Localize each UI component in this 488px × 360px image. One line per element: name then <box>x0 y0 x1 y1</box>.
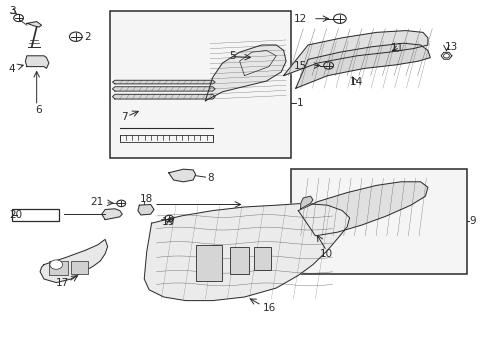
Text: 11: 11 <box>390 42 404 53</box>
Text: 20: 20 <box>9 210 22 220</box>
Polygon shape <box>144 203 349 301</box>
Polygon shape <box>112 94 215 99</box>
Bar <box>110 11 290 158</box>
Text: 4: 4 <box>9 64 16 74</box>
Bar <box>290 169 466 274</box>
Bar <box>71 261 88 274</box>
Polygon shape <box>27 22 41 27</box>
Polygon shape <box>102 209 122 220</box>
Text: 17: 17 <box>56 278 69 288</box>
Text: 16: 16 <box>263 303 276 313</box>
Polygon shape <box>283 31 427 76</box>
Text: 1: 1 <box>297 98 304 108</box>
Polygon shape <box>40 239 107 283</box>
Text: 15: 15 <box>293 60 306 71</box>
Text: 6: 6 <box>36 105 42 115</box>
Polygon shape <box>300 196 312 209</box>
Text: 8: 8 <box>207 173 214 183</box>
Text: 19: 19 <box>161 217 174 227</box>
Text: 10: 10 <box>320 249 333 259</box>
Bar <box>12 209 59 221</box>
Text: 21: 21 <box>90 197 103 207</box>
Polygon shape <box>25 56 49 68</box>
Bar <box>195 245 222 281</box>
Bar <box>49 261 68 275</box>
Polygon shape <box>168 169 195 182</box>
Bar <box>254 247 271 270</box>
Text: 3: 3 <box>9 6 16 16</box>
Text: 2: 2 <box>84 32 91 42</box>
Polygon shape <box>205 45 285 101</box>
Polygon shape <box>138 204 154 215</box>
Text: 12: 12 <box>293 14 306 24</box>
Text: 7: 7 <box>121 112 128 122</box>
Text: 13: 13 <box>444 42 457 52</box>
Polygon shape <box>295 43 429 88</box>
Polygon shape <box>298 182 427 236</box>
Text: 18: 18 <box>139 194 152 204</box>
Text: 9: 9 <box>468 216 475 226</box>
Text: 14: 14 <box>349 77 362 87</box>
Bar <box>229 247 249 274</box>
Polygon shape <box>112 80 215 84</box>
Polygon shape <box>112 87 215 91</box>
Circle shape <box>50 260 62 269</box>
Text: 5: 5 <box>228 51 235 61</box>
